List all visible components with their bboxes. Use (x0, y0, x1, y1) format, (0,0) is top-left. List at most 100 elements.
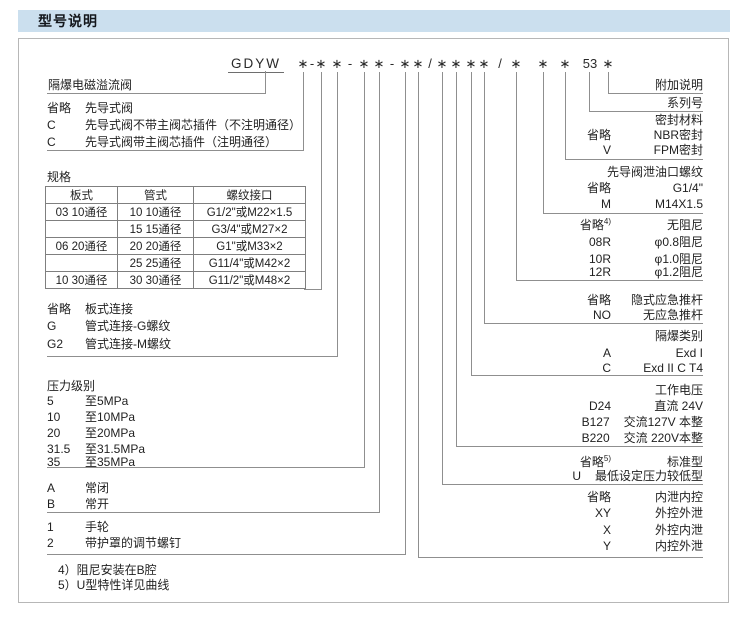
connection-row: 省略 板式连接 (47, 302, 133, 316)
explosion-class-row: A Exd I (603, 346, 703, 360)
option-desc: 交流 220V本整 (623, 431, 703, 445)
connector-line (484, 72, 485, 323)
drain-thread-row: M M14X1.5 (601, 197, 703, 211)
pressure-row: 31.5 至31.5MPa (47, 442, 145, 456)
option-desc: 常闭 (85, 481, 110, 495)
spec-row: 03 10通径 10 10通径 G1/2"或M22×1.5 (45, 203, 306, 221)
pilot-row: C 先导式阀不带主阀芯插件（不注明通径） (47, 118, 301, 132)
model-code-token: ∗ (297, 56, 309, 71)
connector-line (471, 375, 703, 376)
option-desc: 外控外泄 (654, 506, 703, 520)
seal-heading: 密封材料 (654, 113, 703, 127)
connector-line (484, 323, 703, 324)
section-title: 型号说明 (38, 13, 98, 29)
control-drain-row: XY 外控外泄 (595, 506, 703, 520)
connector-line (364, 72, 365, 467)
option-desc: 交流127V 本整 (623, 415, 703, 429)
model-code-token: ∗ (478, 56, 490, 71)
section-header-band: 型号说明 (18, 10, 730, 32)
model-code-token: ∗ (373, 56, 385, 71)
connector-line (471, 72, 472, 375)
model-code-token: ∗ (315, 56, 327, 71)
option-code: D24 (588, 399, 611, 413)
option-desc: 至5MPa (85, 394, 129, 408)
option-code: NO (593, 308, 611, 322)
option-code: 31.5 (47, 442, 71, 456)
standard-type-row: 省略5) 标准型 (580, 455, 703, 470)
option-desc: 管式连接-G螺纹 (85, 319, 171, 333)
option-code: G2 (47, 337, 64, 351)
option-code: 08R (588, 235, 611, 249)
voltage-row: B127 交流127V 本整 (582, 415, 703, 429)
spec-cell: 06 20通径 (45, 237, 118, 255)
adjust-row: 2 带护罩的调节螺钉 (47, 536, 181, 550)
model-code-token: ∗ (559, 56, 571, 71)
explosion-class-heading: 隔爆类别 (654, 329, 703, 343)
state-row: B 常开 (47, 497, 109, 511)
connector-line (47, 356, 338, 357)
spec-table: 板式 管式 螺纹接口 03 10通径 10 10通径 G1/2"或M22×1.5… (45, 186, 306, 289)
pilot-row: 省略 先导式阀 (47, 101, 133, 115)
model-code-token: ∗ (412, 56, 424, 71)
spec-cell: 25 25通径 (117, 254, 194, 272)
option-desc: 带护罩的调节螺钉 (85, 536, 182, 550)
option-code: B220 (581, 431, 610, 445)
option-code: C (47, 118, 56, 132)
spec-cell (45, 254, 118, 272)
model-code-token: ∗ (399, 56, 411, 71)
option-code: 省略 (586, 128, 611, 142)
option-desc: NBR密封 (653, 128, 703, 142)
connector-line (418, 557, 703, 558)
option-code: 10R (588, 252, 611, 266)
spec-cell: G3/4"或M27×2 (193, 220, 306, 238)
connector-line (47, 554, 406, 555)
model-code-token: ∗ (331, 56, 343, 71)
connector-line (456, 446, 703, 447)
option-desc: 至35MPa (85, 455, 136, 469)
damping-row: 10R φ1.0阻尼 (589, 252, 703, 266)
option-code: 10 (47, 410, 61, 424)
option-code: 省略 (47, 101, 72, 115)
option-desc: φ0.8阻尼 (654, 235, 703, 249)
option-desc: 内泄内控 (654, 490, 703, 504)
option-desc: 至31.5MPa (85, 442, 146, 456)
model-code-token: ∗ (465, 56, 477, 71)
option-code: 省略 (586, 181, 611, 195)
option-code: 省略 (47, 302, 72, 316)
pressure-row: 10 至10MPa (47, 410, 135, 424)
option-code: 20 (47, 426, 61, 440)
damping-row: 08R φ0.8阻尼 (589, 235, 703, 249)
spec-cell: 03 10通径 (45, 203, 118, 221)
spec-cell: 30 30通径 (117, 271, 194, 289)
option-code: Y (602, 539, 611, 553)
option-desc: G1/4" (672, 181, 703, 195)
option-desc: 隐式应急推杆 (630, 293, 703, 307)
model-code-dash: - (389, 56, 395, 71)
voltage-row: D24 直流 24V (589, 399, 703, 413)
model-code-token: ∗ (436, 56, 448, 71)
option-code: C (602, 361, 611, 375)
spec-cell: 10 10通径 (117, 203, 194, 221)
connector-line (337, 72, 338, 356)
adjust-row: 1 手轮 (47, 520, 109, 534)
control-drain-row: X 外控内泄 (603, 523, 703, 537)
model-code-dash: - (347, 56, 353, 71)
spec-cell: G11/4"或M42×2 (193, 254, 306, 272)
footnote-ref: 4) (603, 217, 611, 226)
spec-cell: G1"或M33×2 (193, 237, 306, 255)
connector-line (516, 72, 517, 280)
option-desc: 标准型 (666, 455, 703, 469)
option-desc: 无应急推杆 (642, 308, 703, 322)
spec-label: 规格 (47, 170, 72, 184)
option-desc: φ1.2阻尼 (654, 265, 703, 279)
footnote: 4）阻尼安装在B腔 (58, 563, 157, 577)
connection-row: G 管式连接-G螺纹 (47, 319, 170, 333)
model-code-dash: - (309, 56, 315, 71)
option-desc: 先导式阀不带主阀芯插件（不注明通径） (85, 118, 302, 132)
drain-thread-heading: 先导阀泄油口螺纹 (606, 165, 703, 179)
connector-line (608, 72, 609, 93)
spec-cell: 20 20通径 (117, 237, 194, 255)
spec-cell: G11/2"或M48×2 (193, 271, 306, 289)
pushrod-row: NO 无应急推杆 (593, 308, 703, 322)
